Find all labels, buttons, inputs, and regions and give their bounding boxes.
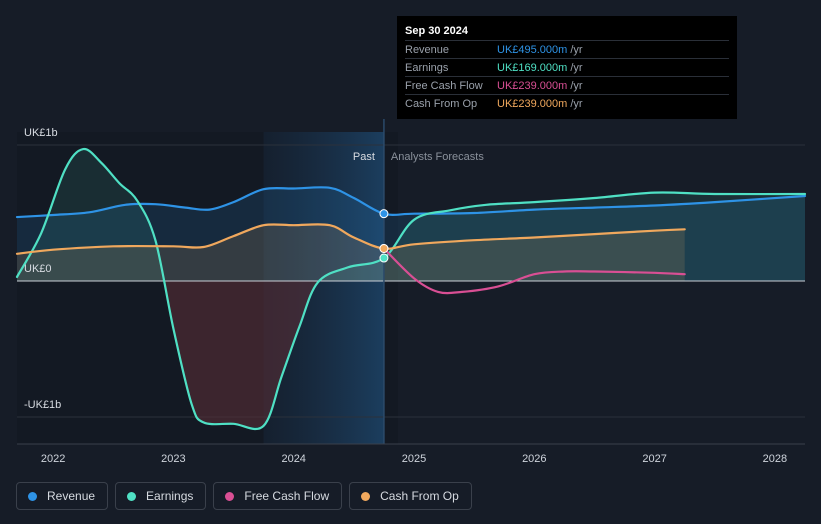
tooltip-label: Cash From Op (405, 97, 478, 110)
legend-label: Free Cash Flow (244, 489, 330, 503)
legend-item-cash-from-op[interactable]: Cash From Op (349, 482, 472, 510)
y-axis-labels: UK£1b UK£0 -UK£1b (24, 127, 61, 411)
legend-label: Cash From Op (380, 489, 459, 503)
tooltip-row-earnings: Earnings UK£169.000m /yr (405, 58, 729, 76)
legend-item-earnings[interactable]: Earnings (115, 482, 207, 510)
tooltip-unit: /yr (570, 79, 583, 92)
tooltip-unit: /yr (570, 97, 583, 110)
hover-markers (379, 209, 389, 263)
free-cash-flow-line (382, 247, 686, 295)
tooltip-value: UK£495.000m (497, 43, 568, 56)
tooltip-row-free-cash-flow: Free Cash Flow UK£239.000m /yr (405, 76, 729, 94)
tooltip-row-cash-from-op: Cash From Op UK£239.000m /yr (405, 94, 729, 112)
x-tick-label: 2022 (41, 453, 65, 465)
revenue-area (17, 187, 805, 281)
tooltip-value: UK£239.000m (497, 79, 568, 92)
x-tick-label: 2027 (642, 453, 666, 465)
tooltip: Sep 30 2024 Revenue UK£495.000m /yr Earn… (397, 16, 737, 119)
tooltip-label: Free Cash Flow (405, 79, 483, 92)
legend: Revenue Earnings Free Cash Flow Cash Fro… (16, 482, 472, 510)
legend-dot-icon (361, 491, 371, 501)
past-label: Past (353, 151, 375, 163)
forecast-label: Analysts Forecasts (391, 151, 484, 163)
legend-dot-icon (28, 491, 37, 501)
tooltip-unit: /yr (570, 43, 583, 56)
x-tick-label: 2023 (161, 453, 185, 465)
legend-label: Earnings (146, 489, 194, 503)
earnings-marker (379, 253, 389, 263)
x-tick-label: 2028 (763, 453, 787, 465)
cash-from-op-marker (379, 243, 389, 253)
x-tick-label: 2024 (281, 453, 305, 465)
legend-dot-icon (127, 491, 137, 501)
revenue-line (15, 186, 807, 219)
y-tick-label: -UK£1b (24, 399, 61, 411)
legend-item-free-cash-flow[interactable]: Free Cash Flow (213, 482, 343, 510)
series-lines (15, 147, 807, 431)
legend-label: Revenue (47, 489, 96, 503)
tooltip-date: Sep 30 2024 (405, 25, 468, 37)
x-tick-label: 2025 (402, 453, 426, 465)
tooltip-row-revenue: Revenue UK£495.000m /yr (405, 40, 729, 58)
cash-from-op-line (15, 223, 686, 255)
legend-item-revenue[interactable]: Revenue (16, 482, 109, 510)
tooltip-unit: /yr (570, 61, 583, 74)
x-tick-label: 2026 (522, 453, 546, 465)
tooltip-label: Earnings (405, 61, 449, 74)
legend-dot-icon (225, 491, 235, 501)
tooltip-label: Revenue (405, 43, 450, 56)
earnings-negative-area (17, 281, 805, 427)
tooltip-value: UK£169.000m (497, 61, 568, 74)
x-axis-labels: 2022 2023 2024 2025 2026 2027 2028 (41, 453, 787, 465)
y-tick-label: UK£1b (24, 127, 58, 139)
series-areas (17, 148, 805, 430)
revenue-marker (379, 209, 389, 219)
earnings-line (15, 147, 807, 431)
gridlines (17, 144, 805, 418)
y-tick-label: UK£0 (24, 263, 52, 275)
tooltip-value: UK£239.000m (497, 97, 568, 110)
